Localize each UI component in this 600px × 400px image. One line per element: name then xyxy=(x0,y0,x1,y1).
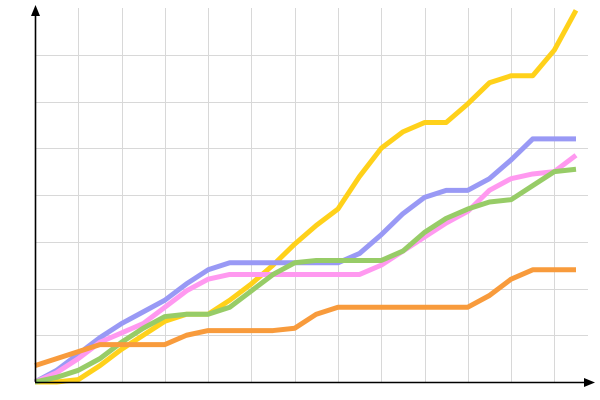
y-axis-arrow-icon xyxy=(31,5,40,16)
series-orange xyxy=(34,267,576,369)
series-pink xyxy=(34,153,578,385)
x-axis-arrow-icon xyxy=(584,378,595,387)
series-lines xyxy=(33,9,579,385)
axes xyxy=(31,5,595,387)
series-green xyxy=(34,166,577,385)
